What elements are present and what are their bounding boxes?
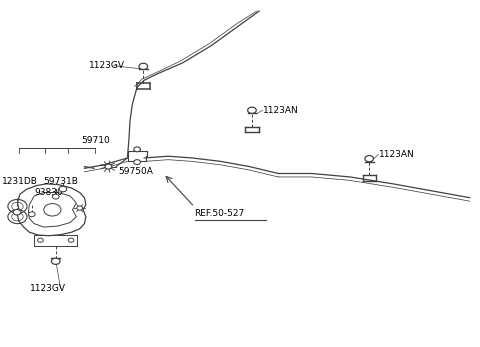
Text: 1123AN: 1123AN <box>379 150 415 159</box>
Text: 59750A: 59750A <box>118 167 153 176</box>
Circle shape <box>77 206 83 210</box>
Circle shape <box>139 63 148 69</box>
Text: 1231DB: 1231DB <box>1 177 37 186</box>
Circle shape <box>59 186 67 192</box>
Text: 1123AN: 1123AN <box>263 106 299 115</box>
Circle shape <box>28 212 35 217</box>
Circle shape <box>13 210 21 215</box>
Circle shape <box>105 164 112 169</box>
Text: 1123GV: 1123GV <box>30 284 66 293</box>
Text: REF.50-527: REF.50-527 <box>194 209 245 218</box>
Circle shape <box>134 160 141 164</box>
Circle shape <box>52 194 59 199</box>
Circle shape <box>51 258 60 264</box>
Circle shape <box>37 238 43 242</box>
Circle shape <box>134 147 141 152</box>
Circle shape <box>68 238 74 242</box>
Text: 59710: 59710 <box>81 136 110 145</box>
Text: 1123GV: 1123GV <box>89 61 125 70</box>
Text: 59731B: 59731B <box>44 177 79 186</box>
Circle shape <box>248 107 256 113</box>
Text: 93830: 93830 <box>34 188 63 197</box>
Circle shape <box>365 155 373 162</box>
